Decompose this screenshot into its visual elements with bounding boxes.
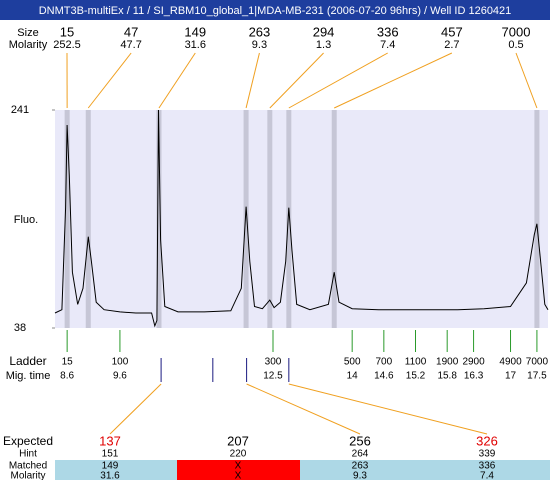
hint-value: 339	[479, 449, 496, 460]
peak-size: 7000	[502, 24, 531, 39]
hint-value: 151	[102, 449, 119, 460]
peak-connector	[158, 52, 196, 109]
peak-size: 15	[60, 24, 74, 39]
ladder-label: Ladder	[9, 354, 46, 368]
ladder-size: 7000	[526, 357, 549, 368]
molarity-value: X	[235, 471, 242, 480]
ladder-time: 14.6	[374, 371, 394, 382]
peak-band	[64, 110, 70, 328]
ladder-time: 15.8	[437, 371, 457, 382]
peak-connector	[269, 52, 324, 109]
title-bar	[0, 0, 550, 20]
row-label: Molarity	[10, 471, 45, 480]
mig-time-label: Mig. time	[6, 370, 51, 382]
peak-band	[267, 110, 273, 328]
peak-molarity: 1.3	[316, 39, 331, 51]
peak-connector	[334, 52, 453, 109]
molarity-value: 9.3	[353, 471, 367, 480]
peak-connector	[245, 52, 260, 109]
size-label: Size	[17, 27, 38, 39]
peak-size: 294	[313, 24, 335, 39]
matched-bg	[55, 460, 550, 480]
peak-size: 263	[249, 24, 271, 39]
peak-molarity: 252.5	[53, 39, 81, 51]
ladder-size: 500	[344, 357, 361, 368]
expected-value: 326	[476, 433, 498, 448]
molarity-label: Molarity	[9, 39, 48, 51]
peak-molarity: 0.5	[508, 39, 523, 51]
peak-molarity: 9.3	[252, 39, 267, 51]
peak-size: 336	[377, 24, 399, 39]
molarity-value: 31.6	[100, 471, 120, 480]
expected-connector	[246, 383, 361, 435]
peak-molarity: 47.7	[120, 39, 141, 51]
peak-connector	[288, 52, 388, 109]
expected-value: 207	[227, 433, 249, 448]
row-label: Expected	[3, 434, 53, 448]
unmatched-bg	[177, 460, 300, 480]
chart-title: DNMT3B-multiEx / 11 / SI_RBM10_global_1|…	[39, 5, 512, 17]
peak-band	[286, 110, 292, 328]
trace	[54, 109, 549, 328]
ladder-time: 12.5	[263, 371, 283, 382]
peak-molarity: 31.6	[185, 39, 206, 51]
matched-value: 149	[102, 461, 119, 472]
molarity-value: 7.4	[480, 471, 494, 480]
peak-band	[243, 110, 249, 328]
ladder-size: 2900	[462, 357, 485, 368]
ladder-size: 4900	[499, 357, 522, 368]
expected-connector	[109, 383, 162, 435]
hint-value: 220	[230, 449, 247, 460]
ladder-size: 15	[62, 357, 74, 368]
y-axis-label: Fluo.	[14, 214, 38, 226]
peak-size: 149	[184, 24, 206, 39]
expected-value: 256	[349, 433, 371, 448]
ladder-time: 9.6	[113, 371, 127, 382]
peak-connector	[87, 52, 132, 109]
ladder-size: 100	[112, 357, 129, 368]
ladder-time: 14	[347, 371, 359, 382]
peak-molarity: 2.7	[444, 39, 459, 51]
peak-size: 47	[124, 24, 138, 39]
expected-connector	[288, 383, 488, 435]
ladder-time: 17.5	[527, 371, 547, 382]
ladder-time: 15.2	[406, 371, 426, 382]
hint-value: 264	[352, 449, 369, 460]
ladder-size: 1100	[405, 357, 427, 368]
ladder-time: 8.6	[60, 371, 74, 382]
y-tick-label: 241	[11, 104, 29, 116]
row-label: Matched	[9, 461, 47, 472]
peak-band	[85, 110, 91, 328]
row-label: Hint	[19, 449, 37, 460]
peak-band	[156, 110, 162, 328]
matched-value: X	[235, 461, 242, 472]
peak-molarity: 7.4	[380, 39, 395, 51]
ladder-time: 16.3	[464, 371, 484, 382]
peak-band	[534, 110, 540, 328]
peak-band	[331, 110, 337, 328]
matched-value: 263	[352, 461, 369, 472]
ladder-size: 300	[265, 357, 282, 368]
ladder-size: 1900	[436, 357, 459, 368]
ladder-size: 700	[375, 357, 392, 368]
ladder-time: 17	[505, 371, 517, 382]
peak-connector	[515, 52, 538, 109]
matched-value: 336	[479, 461, 496, 472]
peak-size: 457	[441, 24, 463, 39]
y-tick-label: 38	[14, 322, 26, 334]
plot-area	[55, 110, 548, 328]
expected-value: 137	[99, 433, 121, 448]
